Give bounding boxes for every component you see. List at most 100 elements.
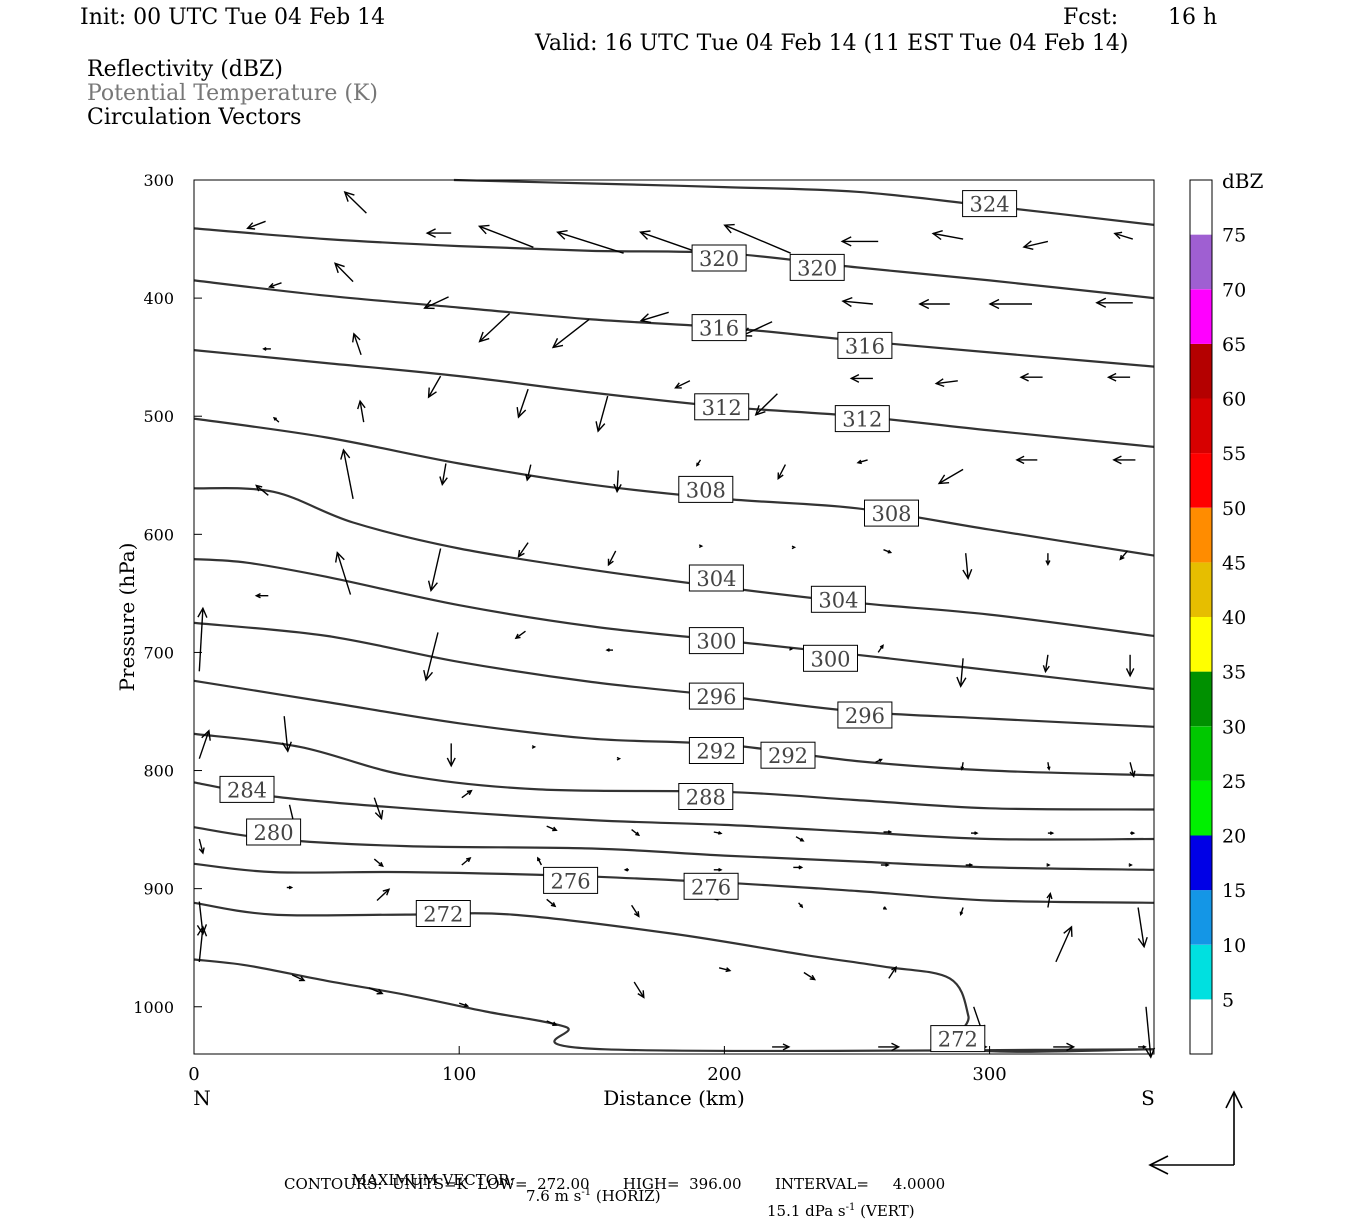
contour-label: 296 bbox=[688, 682, 744, 710]
circulation-vector bbox=[934, 378, 958, 388]
circulation-vector bbox=[254, 592, 269, 599]
circulation-vector bbox=[639, 311, 669, 324]
theta-contour bbox=[193, 417, 1155, 557]
contour-label: 320 bbox=[789, 253, 845, 281]
circulation-vector bbox=[856, 459, 868, 465]
x-tick-label: 300 bbox=[972, 1064, 1006, 1085]
vert-unit: (VERT) bbox=[860, 1202, 915, 1220]
circulation-vector bbox=[698, 544, 704, 549]
circulation-vector bbox=[849, 373, 873, 383]
circulation-vector bbox=[461, 789, 473, 799]
y-tick-label: 600 bbox=[143, 525, 174, 544]
circulation-vector bbox=[478, 312, 511, 343]
circulation-vector bbox=[956, 658, 967, 688]
theta-contour bbox=[193, 349, 1155, 448]
circulation-vector bbox=[262, 346, 271, 351]
circulation-vector bbox=[959, 907, 964, 916]
circulation-vector bbox=[1046, 863, 1051, 867]
x-end-label-south: S bbox=[1141, 1086, 1155, 1110]
colorbar-label: 40 bbox=[1222, 607, 1246, 629]
circulation-vector bbox=[1138, 1045, 1147, 1049]
circulation-vector bbox=[461, 856, 472, 866]
circulation-vector bbox=[1128, 863, 1133, 867]
colorbar-swatch bbox=[1190, 890, 1212, 945]
contour-label: 304 bbox=[688, 564, 744, 592]
circulation-vector bbox=[883, 549, 893, 554]
theta-contour bbox=[193, 487, 1155, 637]
y-axis: 300 400 500 600 700 800 900 1000 bbox=[133, 171, 202, 1017]
contour-label: 316 bbox=[691, 314, 747, 342]
contour-label: 280 bbox=[246, 818, 302, 846]
circulation-vector bbox=[795, 836, 805, 842]
contour-label: 296 bbox=[837, 701, 893, 729]
y-tick-label: 400 bbox=[143, 289, 174, 308]
circulation-vector bbox=[343, 191, 367, 214]
y-tick-label: 1000 bbox=[133, 998, 174, 1017]
circulation-vector bbox=[1042, 654, 1050, 674]
circulation-vector bbox=[789, 646, 794, 651]
svg-text:320: 320 bbox=[797, 256, 837, 280]
theta-contour bbox=[193, 958, 1155, 1053]
colorbar-swatch bbox=[1190, 835, 1212, 891]
circulation-vector bbox=[357, 399, 366, 423]
circulation-vector bbox=[674, 380, 691, 389]
circulation-vector bbox=[373, 858, 384, 868]
colorbar-label: 65 bbox=[1222, 334, 1246, 356]
contour-label: 276 bbox=[543, 866, 599, 894]
svg-text:320: 320 bbox=[699, 247, 739, 271]
colorbar-label: 25 bbox=[1222, 771, 1246, 793]
circulation-vector bbox=[713, 831, 723, 835]
circulation-vector bbox=[516, 388, 529, 419]
colorbar-swatch bbox=[1190, 780, 1212, 836]
theta-contour bbox=[193, 679, 1155, 777]
contour-label: 320 bbox=[691, 244, 747, 272]
circulation-vector bbox=[631, 904, 640, 918]
svg-text:276: 276 bbox=[691, 875, 731, 899]
svg-text:304: 304 bbox=[696, 567, 736, 591]
circulation-vector bbox=[595, 395, 609, 433]
circulation-vector bbox=[1119, 550, 1129, 561]
theta-contour bbox=[193, 732, 1155, 811]
y-tick-label: 500 bbox=[143, 407, 174, 426]
colorbar-swatch bbox=[1190, 999, 1212, 1054]
circulation-vector bbox=[546, 1020, 558, 1026]
circulation-vector bbox=[937, 468, 964, 485]
circulation-vector bbox=[988, 298, 1032, 310]
svg-text:284: 284 bbox=[227, 778, 267, 802]
theta-contour bbox=[453, 178, 1155, 226]
circulation-vector bbox=[517, 542, 529, 558]
x-axis: 0 100 200 300 bbox=[188, 1046, 1007, 1085]
theta-contour bbox=[193, 621, 1155, 728]
circulation-vector bbox=[840, 236, 879, 247]
circulation-vector bbox=[368, 987, 384, 995]
circulation-vector bbox=[633, 981, 645, 999]
colorbar-swatch bbox=[1190, 234, 1212, 290]
circulation-vector bbox=[439, 463, 448, 487]
forecast-hour-label: Fcst: bbox=[1063, 5, 1119, 30]
circulation-vector bbox=[1113, 231, 1134, 240]
colorbar-label: 50 bbox=[1222, 498, 1246, 520]
colorbar-label: 35 bbox=[1222, 662, 1246, 684]
circulation-vector bbox=[888, 965, 897, 979]
circulation-vector bbox=[1046, 762, 1051, 771]
circulation-vector bbox=[803, 971, 817, 981]
y-tick-label: 800 bbox=[143, 762, 174, 781]
circulation-vector bbox=[1053, 1042, 1076, 1052]
contour-label: 276 bbox=[683, 872, 739, 900]
circulation-vector bbox=[883, 830, 893, 834]
circulation-vector bbox=[376, 888, 391, 902]
contour-label: 284 bbox=[219, 775, 275, 803]
circulation-vector bbox=[605, 648, 613, 652]
circulation-vector bbox=[841, 296, 873, 308]
colorbar: 5 10 15 20 25 30 35 40 45 50 55 60 65 70 75 bbox=[1189, 179, 1246, 1055]
circulation-vector bbox=[613, 470, 622, 494]
circulation-vector bbox=[268, 282, 282, 289]
circulation-vector bbox=[793, 865, 804, 870]
svg-text:308: 308 bbox=[871, 502, 911, 526]
contour-label: 308 bbox=[864, 499, 919, 527]
circulation-vector bbox=[878, 1042, 901, 1052]
circulation-vector bbox=[965, 863, 974, 867]
circulation-vector bbox=[525, 464, 532, 482]
svg-text:292: 292 bbox=[696, 740, 736, 764]
theta-contour bbox=[193, 901, 1155, 1053]
